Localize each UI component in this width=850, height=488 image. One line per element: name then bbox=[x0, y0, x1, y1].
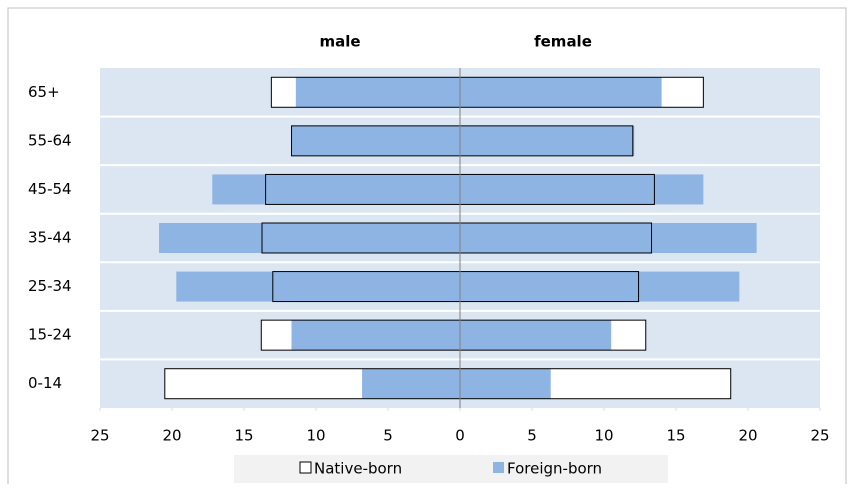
foreign-bar bbox=[176, 271, 460, 302]
foreign-bar bbox=[295, 77, 460, 108]
category-label: 0-14 bbox=[28, 374, 62, 392]
foreign-bar bbox=[460, 125, 635, 156]
x-tick-label: 5 bbox=[383, 427, 393, 445]
foreign-bar bbox=[159, 223, 461, 253]
x-tick-label: 15 bbox=[666, 427, 685, 445]
x-tick-label: 5 bbox=[527, 427, 537, 445]
foreign-bar bbox=[291, 125, 460, 156]
x-tick-label: 15 bbox=[234, 427, 253, 445]
foreign-bar bbox=[212, 174, 460, 205]
legend-swatch bbox=[493, 462, 504, 473]
foreign-bar bbox=[460, 223, 757, 253]
foreign-bar bbox=[460, 271, 740, 302]
x-tick-label: 0 bbox=[455, 427, 465, 445]
foreign-bar bbox=[460, 368, 551, 399]
foreign-bar bbox=[460, 77, 662, 108]
foreign-bar bbox=[291, 320, 460, 351]
legend-label: Native-born bbox=[314, 460, 402, 478]
x-tick-label: 25 bbox=[90, 427, 109, 445]
foreign-bar bbox=[460, 320, 612, 351]
female-label: female bbox=[534, 33, 592, 51]
x-tick-label: 20 bbox=[162, 427, 181, 445]
male-label: male bbox=[319, 33, 360, 51]
category-label: 55-64 bbox=[28, 131, 72, 149]
category-label: 15-24 bbox=[28, 326, 72, 344]
legend-swatch bbox=[299, 461, 312, 474]
category-label: 45-54 bbox=[28, 180, 72, 198]
legend-box bbox=[234, 455, 668, 483]
category-label: 35-44 bbox=[28, 229, 72, 247]
legend-label: Foreign-born bbox=[507, 460, 602, 478]
category-label: 25-34 bbox=[28, 277, 72, 295]
x-tick-label: 10 bbox=[306, 427, 325, 445]
x-tick-label: 20 bbox=[738, 427, 757, 445]
foreign-bar bbox=[362, 368, 460, 399]
category-label: 65+ bbox=[28, 83, 60, 101]
x-tick-label: 25 bbox=[810, 427, 829, 445]
foreign-bar bbox=[460, 174, 704, 205]
x-tick-label: 10 bbox=[594, 427, 613, 445]
